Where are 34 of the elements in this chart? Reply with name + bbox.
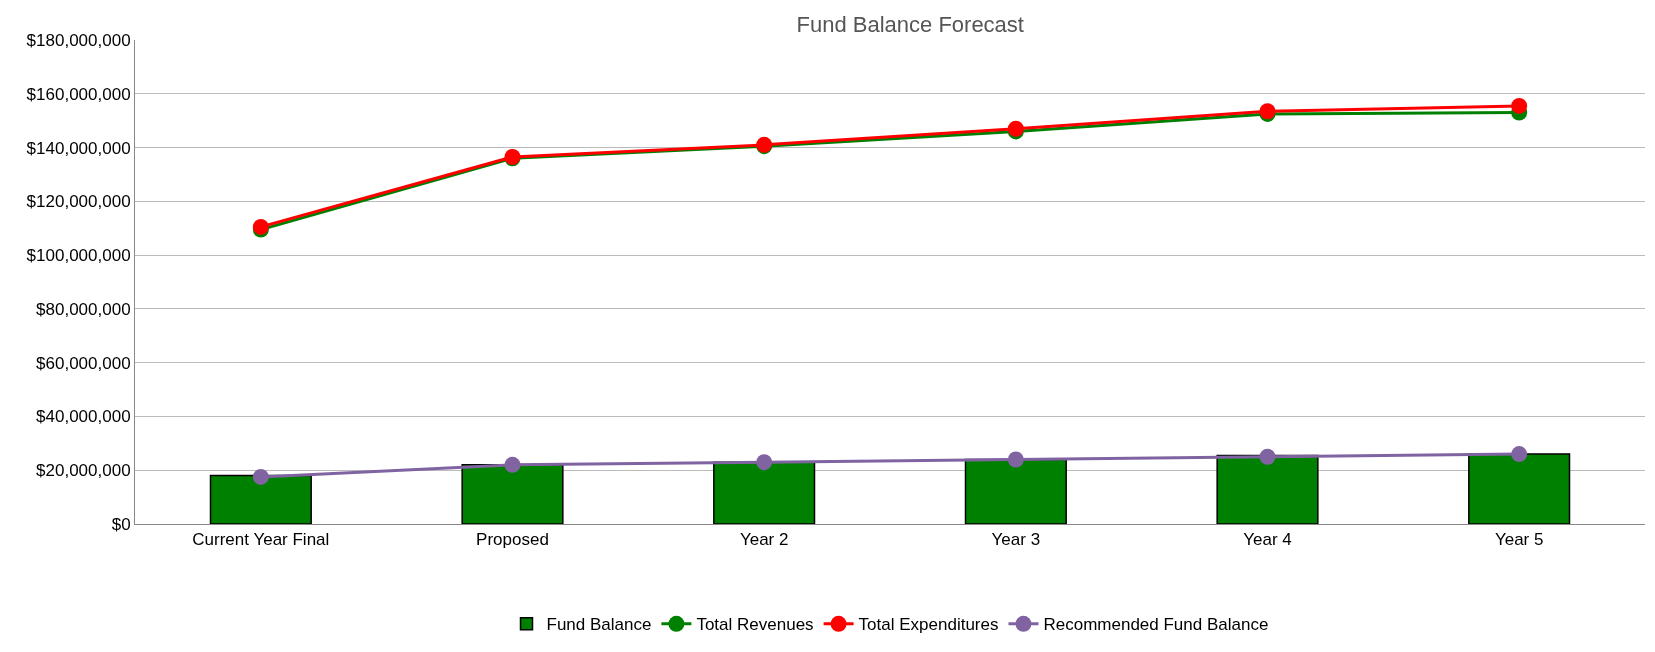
y-tick-label: $160,000,000 bbox=[26, 84, 131, 104]
point bbox=[504, 456, 521, 473]
legend-label: Fund Balance bbox=[546, 615, 652, 635]
y-tick-label: $80,000,000 bbox=[36, 299, 131, 319]
bar bbox=[1468, 453, 1571, 524]
x-tick-label: Year 3 bbox=[991, 530, 1041, 550]
bar bbox=[713, 461, 816, 524]
chart-title: Fund Balance Forecast bbox=[796, 11, 1024, 37]
point bbox=[1007, 451, 1024, 468]
point bbox=[252, 468, 269, 485]
point bbox=[756, 454, 773, 471]
bar bbox=[461, 464, 564, 524]
x-tick-label: Current Year Final bbox=[192, 530, 330, 550]
x-tick-label: Year 2 bbox=[739, 530, 789, 550]
y-tick-label: $40,000,000 bbox=[36, 407, 131, 427]
x-tick-label: Year 5 bbox=[1494, 530, 1544, 550]
bar bbox=[209, 474, 312, 524]
x-tick-label: Year 4 bbox=[1243, 530, 1292, 550]
y-tick-label: $140,000,000 bbox=[26, 138, 131, 158]
y-tick-label: $0 bbox=[111, 514, 131, 534]
point bbox=[1511, 446, 1528, 463]
y-tick-label: $20,000,000 bbox=[36, 461, 131, 481]
y-tick-label: $60,000,000 bbox=[36, 353, 131, 373]
bar bbox=[964, 458, 1067, 524]
x-tick-label: Proposed bbox=[476, 530, 549, 550]
legend-label: Recommended Fund Balance bbox=[1043, 615, 1269, 635]
y-tick-label: $180,000,000 bbox=[26, 30, 131, 50]
y-tick-label: $120,000,000 bbox=[26, 192, 131, 212]
y-tick-label: $100,000,000 bbox=[26, 246, 131, 266]
bar bbox=[1216, 454, 1319, 524]
legend-label: Total Revenues bbox=[696, 615, 814, 635]
point bbox=[1259, 448, 1276, 465]
point bbox=[1511, 97, 1528, 114]
legend-label: Total Expenditures bbox=[858, 615, 999, 635]
